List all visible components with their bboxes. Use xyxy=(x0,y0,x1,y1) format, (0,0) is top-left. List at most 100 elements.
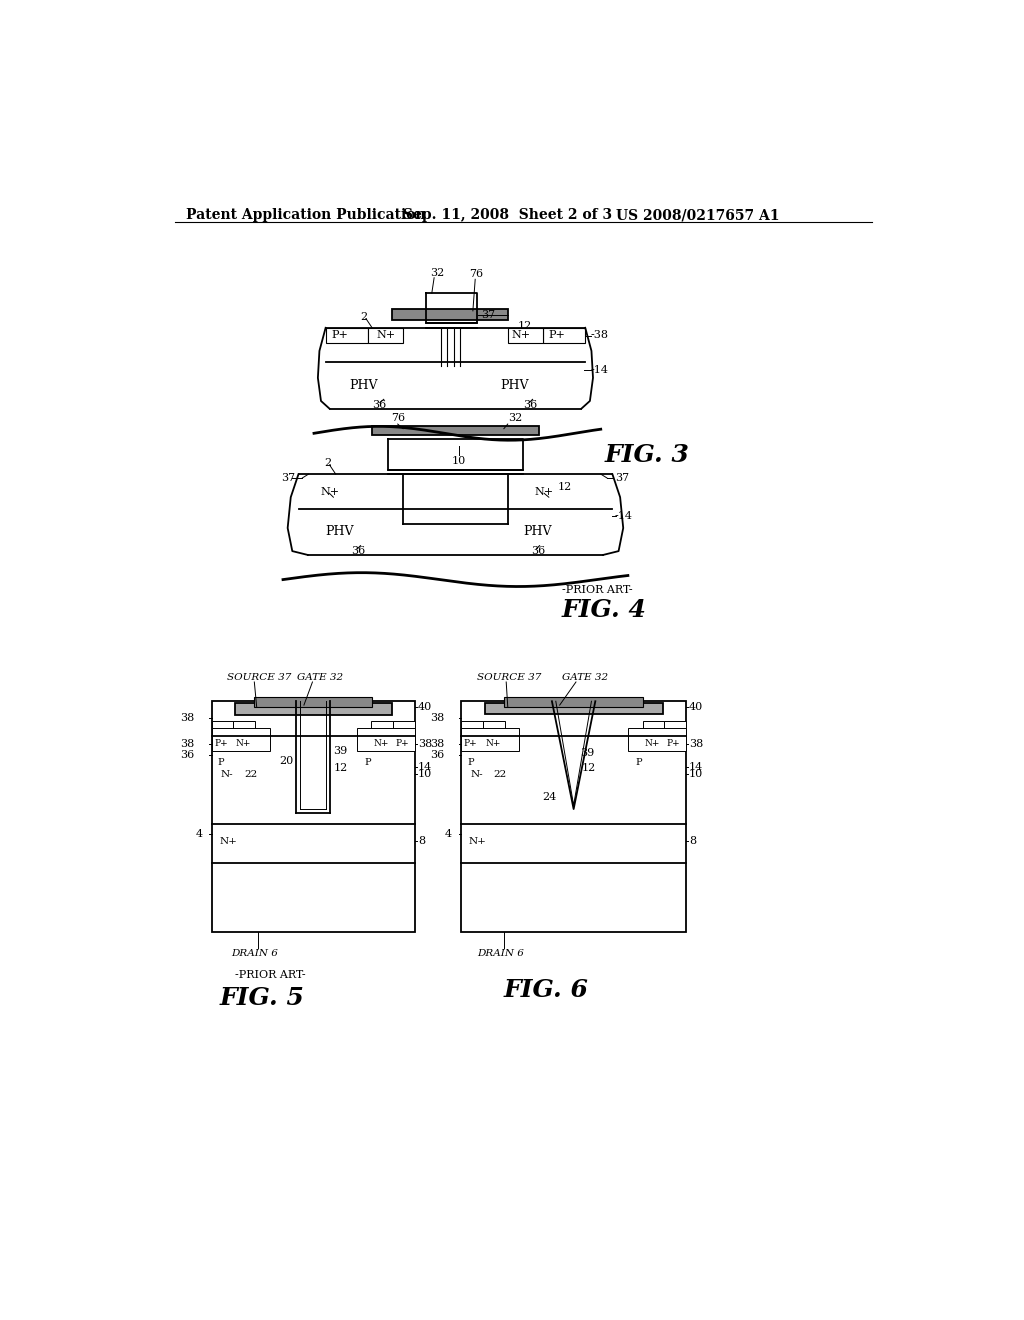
Text: N+: N+ xyxy=(219,837,238,846)
Text: 8: 8 xyxy=(418,837,425,846)
Text: -PRIOR ART-: -PRIOR ART- xyxy=(562,585,633,595)
Text: 38: 38 xyxy=(418,739,432,748)
Text: 2: 2 xyxy=(360,312,368,322)
Bar xyxy=(356,729,415,751)
Text: P: P xyxy=(636,759,642,767)
Text: 36: 36 xyxy=(531,546,545,556)
Text: PHV: PHV xyxy=(349,379,378,392)
Text: 4: 4 xyxy=(196,829,203,838)
Text: -38: -38 xyxy=(591,330,608,341)
Bar xyxy=(484,702,663,714)
Text: SOURCE 37: SOURCE 37 xyxy=(227,673,292,682)
Text: N-: N- xyxy=(221,770,233,779)
Bar xyxy=(372,721,393,737)
Text: 40: 40 xyxy=(418,702,432,713)
Text: 32: 32 xyxy=(430,268,444,277)
Text: Sep. 11, 2008  Sheet 2 of 3: Sep. 11, 2008 Sheet 2 of 3 xyxy=(403,209,612,223)
Text: P+: P+ xyxy=(667,739,680,748)
Text: 22: 22 xyxy=(245,770,257,779)
Text: 39: 39 xyxy=(580,748,594,758)
Bar xyxy=(543,327,586,343)
Text: 40: 40 xyxy=(689,702,703,713)
Bar xyxy=(393,721,415,737)
Bar xyxy=(483,721,505,737)
Text: 14: 14 xyxy=(689,762,703,772)
Text: N+: N+ xyxy=(321,487,339,496)
Text: 36: 36 xyxy=(372,400,386,409)
Text: 38: 38 xyxy=(430,713,444,723)
Text: P: P xyxy=(467,759,474,767)
Text: 37: 37 xyxy=(614,473,629,483)
Text: P+: P+ xyxy=(332,330,349,341)
Text: PHV: PHV xyxy=(523,525,552,539)
Text: P+: P+ xyxy=(548,330,565,341)
Text: N+: N+ xyxy=(469,837,486,846)
Text: 37: 37 xyxy=(480,310,495,319)
Text: PHV: PHV xyxy=(326,525,354,539)
Text: N+: N+ xyxy=(645,739,660,748)
Text: GATE 32: GATE 32 xyxy=(297,673,343,682)
Text: FIG. 3: FIG. 3 xyxy=(604,442,689,467)
Bar xyxy=(372,425,539,434)
Text: GATE 32: GATE 32 xyxy=(562,673,608,682)
Bar xyxy=(369,327,403,343)
Text: 39: 39 xyxy=(334,746,347,756)
Text: 8: 8 xyxy=(689,837,696,846)
Text: 24: 24 xyxy=(543,792,557,803)
Text: 20: 20 xyxy=(280,755,293,766)
Text: N+: N+ xyxy=(374,739,389,748)
Text: 38: 38 xyxy=(180,713,195,723)
Bar xyxy=(326,327,369,343)
Bar xyxy=(461,729,519,751)
Text: PHV: PHV xyxy=(500,379,528,392)
Text: 36: 36 xyxy=(523,400,538,409)
Text: 2: 2 xyxy=(324,458,331,469)
Bar xyxy=(508,327,543,343)
Text: FIG. 6: FIG. 6 xyxy=(504,978,589,1002)
Bar xyxy=(233,721,255,737)
Bar xyxy=(461,721,483,737)
Text: -PRIOR ART-: -PRIOR ART- xyxy=(234,970,305,979)
Text: N+: N+ xyxy=(535,487,554,496)
Text: 76: 76 xyxy=(469,269,483,280)
Text: N+: N+ xyxy=(485,739,501,748)
Bar xyxy=(212,721,233,737)
Text: 22: 22 xyxy=(494,770,507,779)
Bar xyxy=(391,309,508,321)
Bar xyxy=(212,701,415,932)
Bar xyxy=(665,721,686,737)
Text: 37: 37 xyxy=(281,473,295,483)
Text: US 2008/0217657 A1: US 2008/0217657 A1 xyxy=(616,209,779,223)
Bar xyxy=(212,729,270,751)
Text: N+: N+ xyxy=(376,330,395,341)
Text: -14: -14 xyxy=(614,511,633,521)
Text: P+: P+ xyxy=(214,739,227,748)
Text: FIG. 5: FIG. 5 xyxy=(219,986,304,1010)
Bar xyxy=(234,702,391,715)
Text: P+: P+ xyxy=(464,739,477,748)
Text: 14: 14 xyxy=(418,762,432,772)
Bar xyxy=(254,697,372,706)
Text: FIG. 4: FIG. 4 xyxy=(562,598,647,623)
Text: 38: 38 xyxy=(430,739,444,748)
Text: 36: 36 xyxy=(180,750,195,760)
Text: 4: 4 xyxy=(444,829,452,838)
Text: 36: 36 xyxy=(351,546,366,556)
Text: 32: 32 xyxy=(508,413,522,422)
Text: P: P xyxy=(365,759,371,767)
Text: Patent Application Publication: Patent Application Publication xyxy=(186,209,426,223)
Text: 12: 12 xyxy=(518,321,532,331)
Bar xyxy=(628,729,686,751)
Text: SOURCE 37: SOURCE 37 xyxy=(477,673,541,682)
Text: 38: 38 xyxy=(180,739,195,748)
Text: 36: 36 xyxy=(430,750,444,760)
Text: 10: 10 xyxy=(418,770,432,779)
Text: 10: 10 xyxy=(689,770,703,779)
Bar xyxy=(643,721,665,737)
Text: N-: N- xyxy=(471,770,483,779)
Text: DRAIN 6: DRAIN 6 xyxy=(231,949,278,958)
Text: 10: 10 xyxy=(452,455,466,466)
Text: N+: N+ xyxy=(236,739,251,748)
Text: N+: N+ xyxy=(512,330,530,341)
Text: 76: 76 xyxy=(391,413,406,422)
